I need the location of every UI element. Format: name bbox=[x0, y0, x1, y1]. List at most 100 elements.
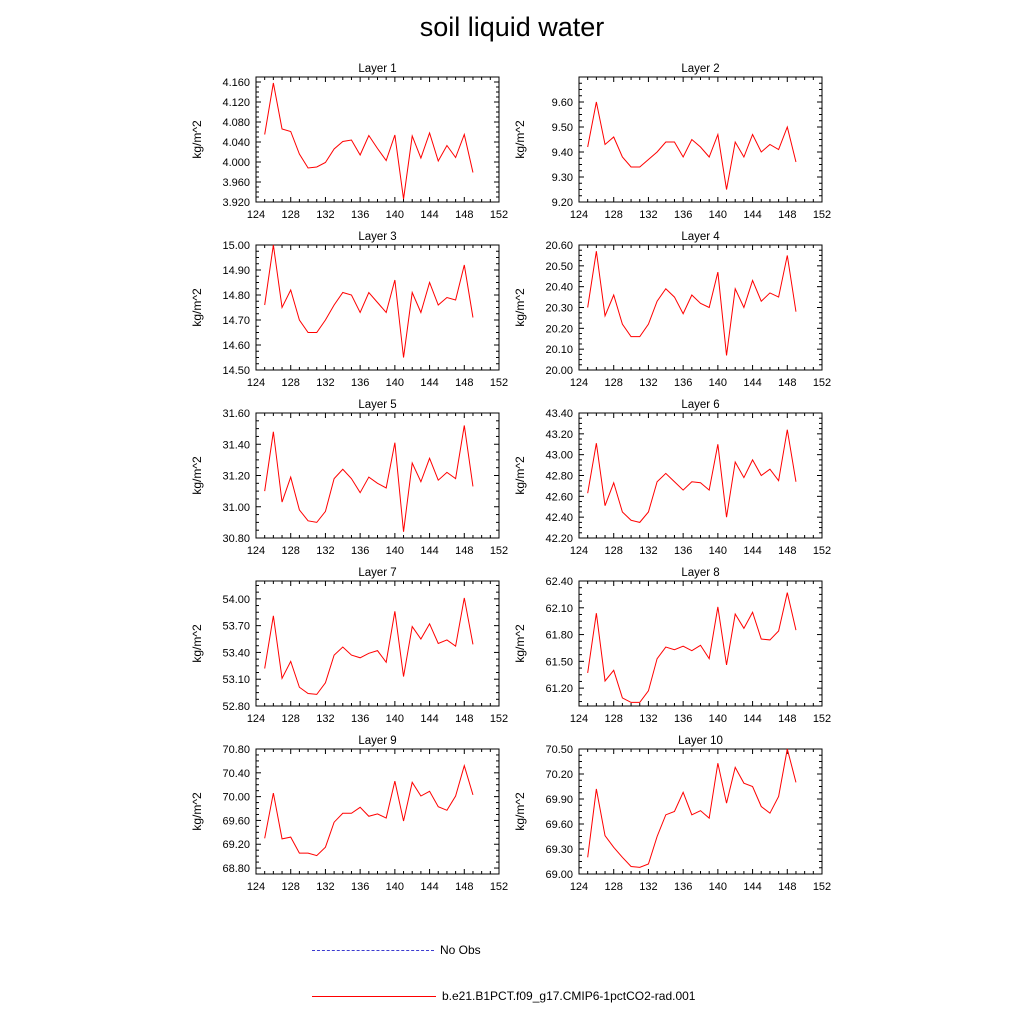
legend-label-no-obs: No Obs bbox=[440, 943, 481, 957]
plot-frame bbox=[578, 412, 823, 539]
y-tick-label: 42.20 bbox=[545, 533, 573, 545]
x-tick-label: 124 bbox=[247, 545, 265, 557]
y-axis-label: kg/m^2 bbox=[513, 624, 527, 663]
x-tick-label: 148 bbox=[455, 713, 473, 725]
x-tick-label: 124 bbox=[570, 881, 588, 893]
x-tick-label: 136 bbox=[351, 881, 369, 893]
x-tick-label: 124 bbox=[247, 209, 265, 221]
x-tick-label: 136 bbox=[674, 377, 692, 389]
panel-title: Layer 1 bbox=[358, 63, 396, 75]
y-tick-label: 70.40 bbox=[222, 768, 250, 780]
y-tick-label: 43.20 bbox=[545, 429, 573, 441]
y-tick-label: 52.80 bbox=[222, 701, 250, 713]
series-line bbox=[587, 101, 797, 190]
x-tick-label: 140 bbox=[709, 713, 727, 725]
y-tick-label: 53.70 bbox=[222, 621, 250, 633]
panel-title: Layer 7 bbox=[358, 567, 396, 579]
y-tick-label: 62.10 bbox=[545, 603, 573, 615]
x-tick-label: 152 bbox=[490, 881, 508, 893]
x-tick-label: 152 bbox=[813, 545, 831, 557]
plot-frame bbox=[255, 244, 500, 371]
x-tick-label: 140 bbox=[386, 377, 404, 389]
x-tick-label: 144 bbox=[743, 377, 761, 389]
series-line bbox=[587, 251, 797, 356]
panel-title: Layer 5 bbox=[358, 399, 396, 411]
y-axis-label: kg/m^2 bbox=[190, 456, 204, 495]
x-tick-label: 152 bbox=[813, 713, 831, 725]
plot-frame bbox=[578, 748, 823, 875]
series-line bbox=[264, 425, 474, 532]
panel-layer-7: Layer 7 kg/m^2 124 128 132 136 140 144 148 152 52.… bbox=[190, 567, 508, 725]
x-tick-label: 128 bbox=[605, 881, 623, 893]
y-tick-label: 4.120 bbox=[222, 97, 250, 109]
series-line bbox=[587, 592, 797, 703]
y-axis-label: kg/m^2 bbox=[190, 792, 204, 831]
y-tick-label: 31.20 bbox=[222, 471, 250, 483]
x-tick-label: 132 bbox=[639, 545, 657, 557]
y-tick-label: 62.40 bbox=[545, 576, 573, 588]
x-tick-label: 152 bbox=[813, 881, 831, 893]
y-axis-label: kg/m^2 bbox=[513, 120, 527, 159]
x-tick-label: 140 bbox=[709, 545, 727, 557]
y-tick-label: 61.20 bbox=[545, 683, 573, 695]
y-tick-label: 43.00 bbox=[545, 450, 573, 462]
x-tick-label: 132 bbox=[639, 881, 657, 893]
figure-title: soil liquid water bbox=[419, 12, 605, 42]
y-tick-label: 54.00 bbox=[222, 594, 250, 606]
y-tick-label: 42.60 bbox=[545, 491, 573, 503]
x-tick-label: 132 bbox=[639, 209, 657, 221]
x-tick-label: 152 bbox=[490, 209, 508, 221]
y-tick-label: 53.40 bbox=[222, 647, 250, 659]
legend-line-model-run bbox=[312, 996, 436, 997]
x-tick-label: 132 bbox=[316, 377, 334, 389]
x-tick-label: 132 bbox=[316, 545, 334, 557]
y-tick-label: 20.50 bbox=[545, 261, 573, 273]
y-tick-label: 70.20 bbox=[545, 769, 573, 781]
y-tick-label: 31.40 bbox=[222, 439, 250, 451]
plot-frame bbox=[255, 412, 500, 539]
y-tick-label: 3.920 bbox=[222, 197, 250, 209]
x-tick-label: 144 bbox=[743, 881, 761, 893]
y-tick-label: 70.50 bbox=[545, 744, 573, 756]
panel-title: Layer 10 bbox=[678, 735, 723, 747]
legend-label-model-run: b.e21.B1PCT.f09_g17.CMIP6-1pctCO2-rad.00… bbox=[442, 989, 696, 1003]
x-tick-label: 128 bbox=[282, 881, 300, 893]
x-tick-label: 148 bbox=[778, 713, 796, 725]
y-tick-label: 70.80 bbox=[222, 744, 250, 756]
x-tick-label: 132 bbox=[639, 713, 657, 725]
x-tick-label: 136 bbox=[351, 377, 369, 389]
y-tick-label: 69.60 bbox=[222, 815, 250, 827]
y-axis-label: kg/m^2 bbox=[513, 456, 527, 495]
y-tick-label: 20.60 bbox=[545, 240, 573, 252]
x-tick-label: 128 bbox=[605, 545, 623, 557]
x-tick-label: 152 bbox=[490, 377, 508, 389]
y-tick-label: 31.60 bbox=[222, 408, 250, 420]
y-tick-label: 20.20 bbox=[545, 323, 573, 335]
y-tick-label: 20.00 bbox=[545, 365, 573, 377]
y-tick-label: 69.30 bbox=[545, 844, 573, 856]
series-line bbox=[587, 429, 797, 523]
y-tick-label: 20.30 bbox=[545, 303, 573, 315]
y-tick-label: 3.960 bbox=[222, 177, 250, 189]
series-line bbox=[264, 82, 474, 200]
y-tick-label: 9.20 bbox=[552, 197, 573, 209]
x-tick-label: 136 bbox=[351, 713, 369, 725]
panel-layer-6: Layer 6 kg/m^2 124 128 132 136 140 144 148 152 42.… bbox=[513, 399, 831, 557]
x-tick-label: 140 bbox=[386, 545, 404, 557]
series-line bbox=[264, 244, 474, 358]
y-tick-label: 69.00 bbox=[545, 869, 573, 881]
x-tick-label: 148 bbox=[455, 209, 473, 221]
y-tick-label: 69.20 bbox=[222, 839, 250, 851]
x-tick-label: 144 bbox=[743, 713, 761, 725]
y-tick-label: 9.40 bbox=[552, 147, 573, 159]
x-tick-label: 136 bbox=[674, 209, 692, 221]
x-tick-label: 144 bbox=[420, 881, 438, 893]
panel-title: Layer 6 bbox=[681, 399, 719, 411]
y-tick-label: 43.40 bbox=[545, 408, 573, 420]
y-tick-label: 42.80 bbox=[545, 471, 573, 483]
x-tick-label: 140 bbox=[709, 881, 727, 893]
x-tick-label: 144 bbox=[743, 545, 761, 557]
x-tick-label: 128 bbox=[282, 545, 300, 557]
x-tick-label: 144 bbox=[420, 545, 438, 557]
